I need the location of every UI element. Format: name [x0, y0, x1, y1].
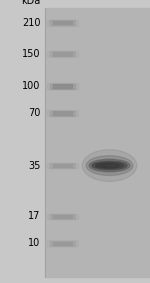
- Text: 17: 17: [28, 211, 40, 222]
- Bar: [47, 110, 78, 116]
- Bar: [52, 21, 72, 24]
- Bar: [52, 85, 72, 88]
- Bar: [50, 214, 75, 219]
- Bar: [52, 215, 72, 218]
- Ellipse shape: [92, 161, 127, 170]
- Ellipse shape: [100, 163, 119, 168]
- Bar: [50, 20, 75, 25]
- Bar: [50, 52, 75, 56]
- Text: 150: 150: [22, 49, 40, 59]
- Text: 100: 100: [22, 81, 40, 91]
- Bar: [47, 214, 78, 219]
- Text: kDa: kDa: [21, 0, 40, 6]
- Ellipse shape: [86, 156, 133, 175]
- Bar: [47, 83, 78, 89]
- Bar: [47, 20, 78, 25]
- Bar: [50, 84, 75, 89]
- Ellipse shape: [95, 162, 124, 169]
- Bar: [52, 52, 72, 55]
- Bar: [50, 111, 75, 115]
- Text: 210: 210: [22, 18, 40, 28]
- Ellipse shape: [89, 159, 130, 172]
- Bar: [45, 8, 150, 277]
- Text: 10: 10: [28, 238, 40, 248]
- Text: 70: 70: [28, 108, 40, 118]
- Ellipse shape: [96, 163, 105, 168]
- Text: 35: 35: [28, 160, 40, 171]
- Bar: [52, 111, 72, 115]
- Ellipse shape: [82, 150, 137, 181]
- Bar: [52, 164, 72, 168]
- Bar: [47, 241, 78, 246]
- Ellipse shape: [92, 164, 98, 168]
- Bar: [50, 163, 75, 168]
- Bar: [50, 241, 75, 246]
- Bar: [47, 51, 78, 57]
- Bar: [52, 241, 72, 245]
- Bar: [47, 163, 78, 168]
